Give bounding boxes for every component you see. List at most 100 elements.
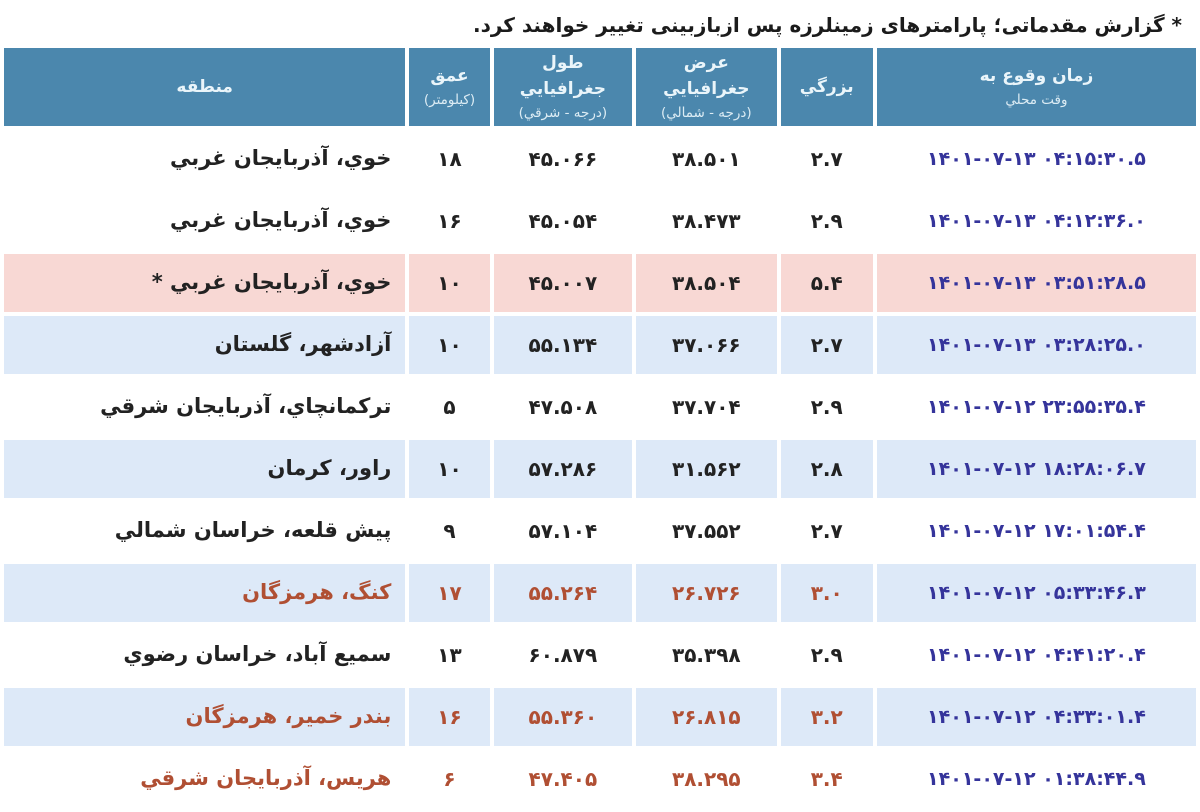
table-row: بندر خمير، هرمزگان ۱۶ ۵۵.۳۶۰ ۲۶.۸۱۵ ۳.۲ ۱۴۰۱-… [4, 687, 1196, 746]
region-cell: ترکمانچاي، آذربايجان شرقي [4, 377, 406, 436]
latitude-cell: ۳۸.۲۹۵ [636, 749, 777, 808]
datetime-value: ۱۴۰۱-۰۷-۱۲ ۱۸:۲۸:۰۶.۷ [927, 457, 1146, 480]
column-header-magnitude-label: بزرگي [799, 76, 854, 97]
table-row: ترکمانچاي، آذربايجان شرقي ۵ ۴۷.۵۰۸ ۳۷.۷۰۴ ۲.… [4, 377, 1196, 436]
column-header-latitude-sub: (درجه - شمالي) [660, 104, 752, 121]
longitude-cell: ۵۵.۳۶۰ [493, 687, 633, 746]
region-cell: خوي، آذربايجان غربي [4, 191, 406, 250]
longitude-cell: ۵۷.۲۸۶ [493, 439, 633, 498]
region-cell: سميع آباد، خراسان رضوي [4, 625, 406, 684]
region-cell: کنگ، هرمزگان [4, 563, 406, 622]
region-cell: راور، کرمان [4, 439, 406, 498]
table-row: خوي، آذربايجان غربي ۱۸ ۴۵.۰۶۶ ۳۸.۵۰۱ ۲.۷ ۱۴۰۱… [4, 129, 1196, 188]
latitude-cell: ۳۷.۷۰۴ [636, 377, 777, 436]
latitude-cell: ۲۶.۷۲۶ [636, 563, 777, 622]
magnitude-cell: ۲.۹ [780, 191, 873, 250]
depth-cell: ۶ [409, 749, 490, 808]
table-row: سميع آباد، خراسان رضوي ۱۳ ۶۰.۸۷۹ ۳۵.۳۹۸ ۲.۹ ۱… [4, 625, 1196, 684]
longitude-cell: ۴۷.۴۰۵ [493, 749, 633, 808]
magnitude-cell: ۲.۷ [780, 315, 873, 374]
longitude-cell: ۵۵.۲۶۴ [493, 563, 633, 622]
longitude-cell: ۴۵.۰۰۷ [493, 253, 633, 312]
preliminary-report-note: * گزارش مقدماتی؛ پارامترهای زمینلرزه پس … [472, 13, 1182, 37]
table-row: راور، کرمان ۱۰ ۵۷.۲۸۶ ۳۱.۵۶۲ ۲.۸ ۱۴۰۱-۰۷-۱۲ ۱… [4, 439, 1196, 498]
datetime-cell: ۱۴۰۱-۰۷-۱۲ ۰۴:۴۱:۲۰.۴ [876, 625, 1196, 684]
latitude-cell: ۳۱.۵۶۲ [636, 439, 777, 498]
datetime-cell: ۱۴۰۱-۰۷-۱۲ ۰۱:۳۸:۴۴.۹ [876, 749, 1196, 808]
datetime-value: ۱۴۰۱-۰۷-۱۲ ۰۵:۳۳:۴۶.۳ [927, 581, 1146, 604]
latitude-cell: ۳۸.۵۰۴ [636, 253, 777, 312]
latitude-cell: ۲۶.۸۱۵ [636, 687, 777, 746]
longitude-cell: ۵۷.۱۰۴ [493, 501, 633, 560]
earthquake-table-header: منطقه عمق (کیلومتر) طول جغرافيايي (درجه … [4, 48, 1196, 126]
magnitude-cell: ۲.۷ [780, 129, 873, 188]
magnitude-cell: ۲.۹ [780, 625, 873, 684]
region-cell: هريس، آذربايجان شرقي [4, 749, 406, 808]
magnitude-cell: ۲.۸ [780, 439, 873, 498]
datetime-value: ۱۴۰۱-۰۷-۱۲ ۰۱:۳۸:۴۴.۹ [927, 767, 1146, 790]
depth-cell: ۹ [409, 501, 490, 560]
table-row: کنگ، هرمزگان ۱۷ ۵۵.۲۶۴ ۲۶.۷۲۶ ۳.۰ ۱۴۰۱-۰۷-۱۲ … [4, 563, 1196, 622]
depth-cell: ۱۰ [409, 439, 490, 498]
datetime-value: ۱۴۰۱-۰۷-۱۳ ۰۳:۲۸:۲۵.۰ [927, 333, 1146, 356]
depth-cell: ۱۶ [409, 191, 490, 250]
longitude-cell: ۴۵.۰۵۴ [493, 191, 633, 250]
longitude-cell: ۴۵.۰۶۶ [493, 129, 633, 188]
magnitude-cell: ۳.۰ [780, 563, 873, 622]
datetime-value: ۱۴۰۱-۰۷-۱۲ ۰۴:۴۱:۲۰.۴ [927, 643, 1146, 666]
region-cell: آزادشهر، گلستان [4, 315, 406, 374]
column-header-datetime-label: زمان وقوع به [979, 66, 1094, 87]
latitude-cell: ۳۵.۳۹۸ [636, 625, 777, 684]
table-row: پيش قلعه، خراسان شمالي ۹ ۵۷.۱۰۴ ۳۷.۵۵۲ ۲.۷ ۱۴… [4, 501, 1196, 560]
datetime-cell: ۱۴۰۱-۰۷-۱۳ ۰۴:۱۵:۳۰.۵ [876, 129, 1196, 188]
depth-cell: ۱۰ [409, 315, 490, 374]
datetime-cell: ۱۴۰۱-۰۷-۱۲ ۲۳:۵۵:۳۵.۴ [876, 377, 1196, 436]
datetime-value: ۱۴۰۱-۰۷-۱۲ ۱۷:۰۱:۵۴.۴ [927, 519, 1146, 542]
column-header-longitude: طول جغرافيايي (درجه - شرقي) [493, 48, 633, 126]
magnitude-cell: ۳.۴ [780, 749, 873, 808]
datetime-value: ۱۴۰۱-۰۷-۱۳ ۰۳:۵۱:۲۸.۵ [927, 271, 1146, 294]
region-cell: پيش قلعه، خراسان شمالي [4, 501, 406, 560]
latitude-cell: ۳۸.۴۷۳ [636, 191, 777, 250]
latitude-cell: ۳۷.۰۶۶ [636, 315, 777, 374]
column-header-latitude: عرض جغرافيايي (درجه - شمالي) [636, 48, 777, 126]
longitude-cell: ۴۷.۵۰۸ [493, 377, 633, 436]
latitude-cell: ۳۸.۵۰۱ [636, 129, 777, 188]
table-row: آزادشهر، گلستان ۱۰ ۵۵.۱۳۴ ۳۷.۰۶۶ ۲.۷ ۱۴۰۱-۰۷-… [4, 315, 1196, 374]
column-header-depth-label: عمق [430, 66, 469, 87]
longitude-cell: ۵۵.۱۳۴ [493, 315, 633, 374]
datetime-cell: ۱۴۰۱-۰۷-۱۳ ۰۳:۵۱:۲۸.۵ [876, 253, 1196, 312]
depth-cell: ۱۰ [409, 253, 490, 312]
column-header-region: منطقه [4, 48, 406, 126]
datetime-cell: ۱۴۰۱-۰۷-۱۲ ۰۴:۳۳:۰۱.۴ [876, 687, 1196, 746]
table-row: هريس، آذربايجان شرقي ۶ ۴۷.۴۰۵ ۳۸.۲۹۵ ۳.۴ ۱۴۰۱… [4, 749, 1196, 808]
depth-cell: ۱۸ [409, 129, 490, 188]
datetime-cell: ۱۴۰۱-۰۷-۱۲ ۱۷:۰۱:۵۴.۴ [876, 501, 1196, 560]
depth-cell: ۱۶ [409, 687, 490, 746]
region-cell: خوي، آذربايجان غربي [4, 129, 406, 188]
datetime-cell: ۱۴۰۱-۰۷-۱۲ ۰۵:۳۳:۴۶.۳ [876, 563, 1196, 622]
magnitude-cell: ۵.۴ [780, 253, 873, 312]
column-header-datetime: زمان وقوع به وقت محلي [876, 48, 1196, 126]
earthquake-table-body: خوي، آذربايجان غربي ۱۸ ۴۵.۰۶۶ ۳۸.۵۰۱ ۲.۷ ۱۴۰۱… [4, 129, 1196, 808]
column-header-longitude-label: طول جغرافيايي [519, 53, 606, 100]
datetime-cell: ۱۴۰۱-۰۷-۱۲ ۱۸:۲۸:۰۶.۷ [876, 439, 1196, 498]
latitude-cell: ۳۷.۵۵۲ [636, 501, 777, 560]
longitude-cell: ۶۰.۸۷۹ [493, 625, 633, 684]
datetime-value: ۱۴۰۱-۰۷-۱۲ ۲۳:۵۵:۳۵.۴ [927, 395, 1146, 418]
column-header-latitude-label: عرض جغرافيايي [663, 53, 750, 100]
table-row: خوي، آذربايجان غربي ۱۶ ۴۵.۰۵۴ ۳۸.۴۷۳ ۲.۹ ۱۴۰۱… [4, 191, 1196, 250]
column-header-datetime-sub: وقت محلي [1005, 91, 1068, 108]
datetime-cell: ۱۴۰۱-۰۷-۱۳ ۰۳:۲۸:۲۵.۰ [876, 315, 1196, 374]
column-header-depth: عمق (کیلومتر) [409, 48, 490, 126]
datetime-value: ۱۴۰۱-۰۷-۱۲ ۰۴:۳۳:۰۱.۴ [927, 705, 1146, 728]
datetime-value: ۱۴۰۱-۰۷-۱۳ ۰۴:۱۵:۳۰.۵ [927, 147, 1146, 170]
column-header-longitude-sub: (درجه - شرقي) [518, 104, 608, 121]
datetime-cell: ۱۴۰۱-۰۷-۱۳ ۰۴:۱۲:۳۶.۰ [876, 191, 1196, 250]
depth-cell: ۱۳ [409, 625, 490, 684]
table-row: خوي، آذربايجان غربي * ۱۰ ۴۵.۰۰۷ ۳۸.۵۰۴ ۵.۴ ۱۴… [4, 253, 1196, 312]
magnitude-cell: ۲.۷ [780, 501, 873, 560]
magnitude-cell: ۲.۹ [780, 377, 873, 436]
magnitude-cell: ۳.۲ [780, 687, 873, 746]
depth-cell: ۵ [409, 377, 490, 436]
